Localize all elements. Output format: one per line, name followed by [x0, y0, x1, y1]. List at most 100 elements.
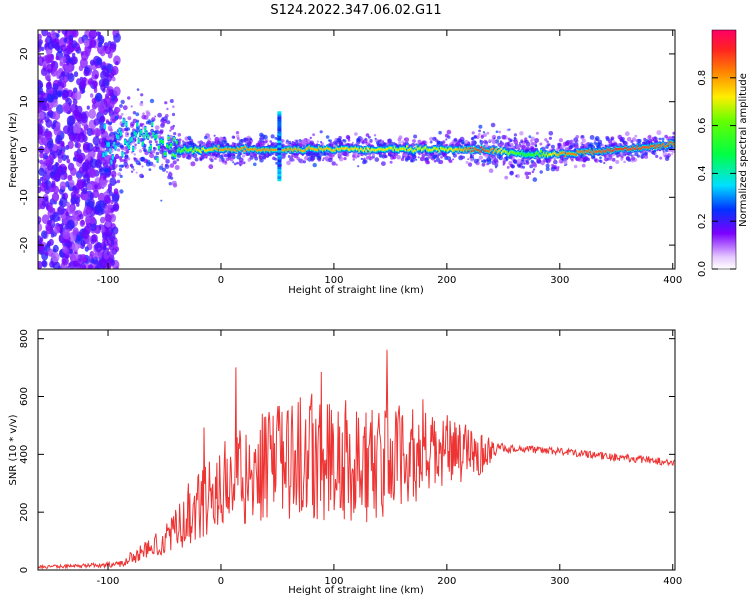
spectrogram-ridge-cell: [365, 149, 368, 153]
spectrogram-ridge-cell: [293, 147, 296, 150]
spectrogram-noise-blob: [42, 152, 48, 160]
spectrogram-halo-point: [104, 167, 109, 173]
spectrogram-halo-point: [427, 155, 430, 158]
spectrogram-halo-point: [153, 147, 157, 151]
spectrogram-ridge-cell: [622, 148, 625, 151]
spectrogram-noise-blob: [76, 78, 82, 86]
spectrogram-ridge-cell: [381, 148, 384, 151]
spectrogram-halo-point: [151, 117, 156, 122]
spectrogram-ridge-cell: [426, 148, 429, 151]
spectrogram-halo-point: [417, 139, 422, 144]
spectrogram-ridge-cell: [240, 147, 243, 150]
spectrogram-halo-point: [208, 164, 214, 170]
x-tick-label: 400: [663, 275, 682, 286]
spectrogram-halo-point: [439, 159, 444, 165]
spectrogram-ridge-cell: [248, 148, 251, 151]
spectrogram-halo-point: [480, 160, 484, 163]
spectrogram-halo-point: [655, 154, 659, 158]
spectrogram-halo-point: [653, 136, 657, 140]
spectrogram-noise-blob: [74, 126, 78, 131]
spectrogram-halo-point: [563, 160, 568, 165]
spectrogram-halo-point: [441, 151, 444, 155]
spectrogram-ridge-cell: [656, 145, 659, 148]
spectrogram-halo-point: [589, 135, 595, 140]
spectrogram-halo-point: [627, 158, 632, 162]
spectrogram-ridge-cell: [504, 150, 507, 153]
spectrogram-halo-point: [124, 165, 127, 168]
spectrogram-noise-blob: [40, 46, 45, 52]
spectrogram-halo-point: [316, 155, 322, 161]
spectrogram-halo-point: [222, 160, 225, 163]
spectrogram-halo-point: [529, 164, 534, 169]
spectrogram-halo-point: [242, 161, 246, 165]
spectrogram-ridge-cell: [404, 148, 407, 151]
spectrogram-halo-point: [274, 136, 278, 140]
spectrogram-ridge-cell: [153, 136, 156, 139]
spectrogram-noise-blob: [72, 215, 77, 221]
spectrogram-ridge-cell: [469, 150, 472, 153]
spectrogram-halo-point: [133, 153, 136, 156]
spectrogram-halo-point: [452, 158, 455, 161]
spectrogram-ridge-cell: [467, 147, 469, 150]
spectrogram-halo-point: [121, 147, 125, 151]
spectrogram-halo-point: [143, 149, 147, 152]
spectrogram-noise-blob: [91, 97, 97, 105]
spectrogram-halo-point: [499, 140, 503, 143]
spectrogram-halo-point: [478, 155, 483, 160]
spectrogram-ridge-cell: [332, 149, 335, 152]
spectrogram-halo-point: [494, 166, 498, 169]
spectrogram-streak-cell: [277, 151, 282, 155]
spectrogram-halo-point: [288, 140, 292, 145]
spectrogram-halo-point: [263, 153, 267, 157]
spectrogram-ridge-cell: [480, 146, 483, 149]
spectrogram-halo-point: [473, 158, 479, 164]
spectrogram-halo-point: [447, 135, 451, 139]
spectrogram-noise-blob: [52, 83, 59, 91]
figure-title: S124.2022.347.06.02.G11: [270, 3, 441, 18]
spectrogram-ridge-cell: [373, 148, 376, 152]
spectrogram-halo-point: [140, 156, 146, 162]
spectrogram-halo-point: [356, 138, 360, 142]
spectrogram-halo-point: [238, 139, 244, 145]
spectrogram-noise-blob: [45, 119, 53, 128]
spectrogram-noise-blob: [110, 170, 117, 178]
spectrogram-streak-cell: [277, 168, 282, 172]
spectrogram-halo-point: [464, 139, 469, 145]
spectrogram-noise-blob: [74, 196, 81, 205]
spectrogram-halo-point: [255, 142, 260, 148]
spectrogram-ridge-cell: [465, 149, 468, 152]
spectrogram-halo-point: [483, 139, 488, 144]
spectrogram-noise-blob: [82, 193, 89, 201]
spectrogram-ridge-cell: [185, 148, 188, 151]
spectrogram-ridge-cell: [506, 151, 509, 154]
spectrogram-halo-point: [115, 107, 121, 113]
spectrogram-halo-point: [513, 139, 519, 145]
spectrogram-ridge-cell: [546, 154, 549, 158]
spectrogram-ridge-cell: [532, 153, 534, 156]
spectrogram-halo-point: [495, 130, 499, 133]
spectrogram-halo-point: [650, 151, 653, 154]
spectrogram-halo-point: [122, 158, 128, 164]
spectrogram-ridge-cell: [301, 150, 304, 153]
spectrogram-halo-point: [309, 140, 314, 145]
spectrogram-halo-point: [271, 153, 274, 155]
spectrogram-halo-point: [165, 170, 169, 174]
spectrogram-halo-point: [628, 152, 631, 156]
spectrogram-ridge-cell: [359, 147, 362, 150]
spectrogram-ridge-cell: [190, 147, 193, 151]
spectrogram-halo-point: [187, 135, 192, 140]
spectrogram-noise-blob: [84, 246, 89, 252]
spectrogram-noise-blob: [49, 214, 54, 221]
spectrogram-ridge-cell: [446, 149, 449, 152]
spectrogram-halo-point: [333, 140, 338, 145]
spectrogram-noise-blob: [54, 42, 60, 50]
spectrogram-ridge-cell: [191, 150, 194, 154]
spectrogram-halo-point: [328, 153, 333, 157]
spectrogram-ridge-cell: [610, 150, 613, 153]
x-tick-label: 200: [437, 275, 456, 286]
spectrogram-halo-point: [118, 168, 123, 172]
spectrogram-ridge-cell: [349, 148, 351, 152]
spectrogram-noise-blob: [47, 41, 55, 50]
spectrogram-noise-blob: [88, 167, 97, 179]
spectrogram-halo-point: [360, 157, 364, 161]
